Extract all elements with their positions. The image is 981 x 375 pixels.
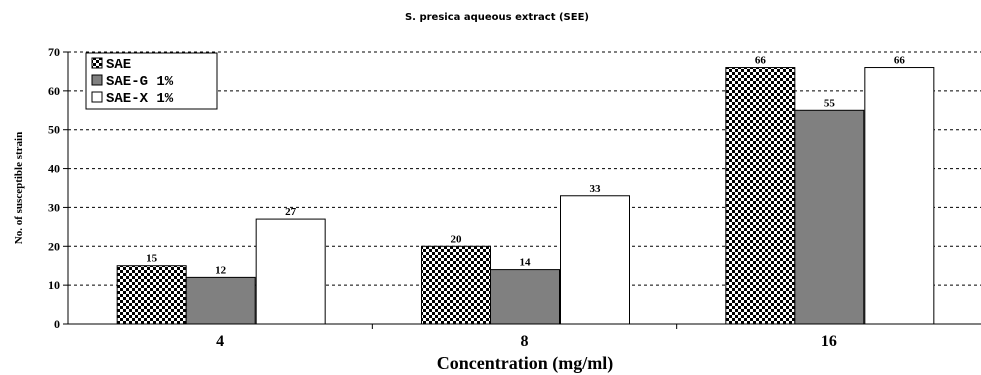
data-label: 12 [215,264,227,276]
bar [185,276,256,325]
data-label: 66 [755,55,767,67]
legend-swatch [91,57,103,69]
chart-title: S. presica aqueous extract (SEE) [405,12,589,23]
bar [421,245,491,325]
x-axis-label: Concentration (mg/ml) [437,353,613,374]
bars [116,67,935,325]
legend-swatch [91,74,103,86]
bar [560,195,630,325]
data-label: 33 [590,183,602,195]
x-tick-label: 4 [216,333,224,350]
bar [864,67,935,325]
bar [116,265,187,325]
bar [255,218,326,325]
data-label: 15 [146,253,158,265]
data-label: 14 [520,257,532,269]
data-label: 66 [894,55,906,67]
legend-swatch [91,91,103,103]
bar [725,67,796,325]
legend-label: SAE [106,57,131,73]
x-axis-ticks: 4 8 16 [216,333,837,350]
bar [794,109,865,325]
y-tick-label: 60 [48,84,60,98]
y-tick-label: 40 [48,162,60,176]
x-tick-label: 8 [521,333,529,350]
data-label: 55 [824,97,836,109]
gridlines [68,51,981,286]
y-tick-label: 0 [54,317,60,331]
data-labels: 15 20 66 12 14 55 27 33 66 [146,55,905,277]
y-tick-label: 20 [48,239,60,253]
y-tick-label: 10 [48,278,60,292]
data-label: 20 [451,233,463,245]
legend-label: SAE-X 1% [106,91,174,107]
y-tick-label: 30 [48,200,60,214]
legend-box [85,52,218,110]
y-tick-label: 50 [48,123,60,137]
y-tick-label: 70 [48,45,60,59]
bar [490,269,560,325]
y-axis-label: No. of susceptible strain [13,132,25,244]
legend-label: SAE-G 1% [106,74,174,90]
y-axis-ticks: 0 10 20 30 40 50 60 70 [48,45,60,331]
x-tick-label: 16 [821,333,837,350]
data-label: 27 [285,206,297,218]
